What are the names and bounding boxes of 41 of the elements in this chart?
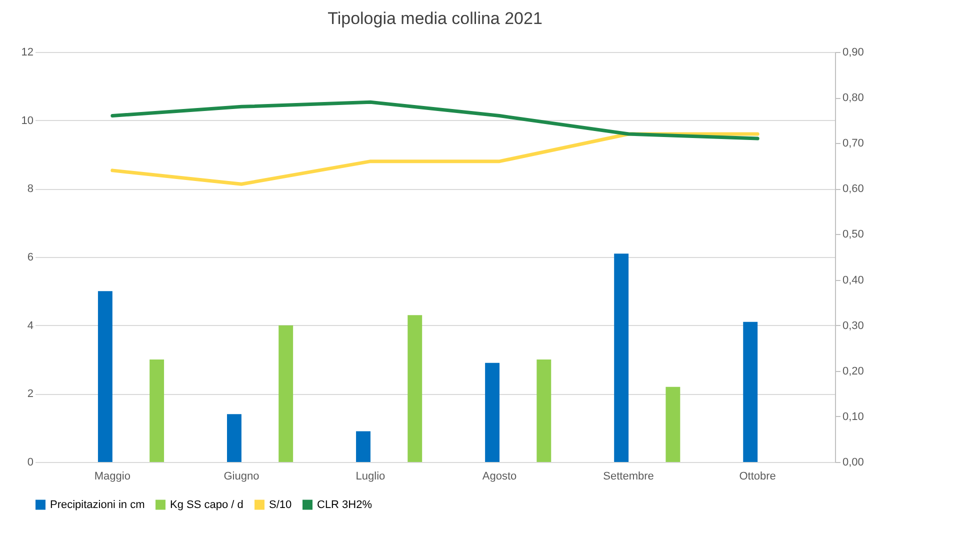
bar xyxy=(666,386,680,462)
y2-tick-label: 0,90 xyxy=(842,46,864,58)
y2-tick-label: 0,10 xyxy=(842,410,864,423)
y-tick-label: 0 xyxy=(27,456,34,468)
x-tick-label: Settembre xyxy=(603,470,654,482)
legend-label: Kg SS capo / d xyxy=(170,498,244,511)
x-tick-label: Agosto xyxy=(482,470,517,482)
y2-tick-label: 0,30 xyxy=(842,320,864,332)
y-tick-label: 12 xyxy=(21,46,34,58)
x-tick-label: Maggio xyxy=(94,470,130,482)
bar xyxy=(356,431,370,462)
bar xyxy=(278,325,294,462)
bar xyxy=(98,291,112,462)
x-tick-label: Luglio xyxy=(356,470,386,482)
chart-title: Tipologia media collina 2021 xyxy=(328,9,542,28)
bar xyxy=(227,414,242,462)
y2-tick-label: 0,20 xyxy=(842,365,864,378)
y-tick-label: 6 xyxy=(27,252,34,264)
legend-label: Precipitazioni in cm xyxy=(50,498,145,511)
legend-label: CLR 3H2% xyxy=(317,498,372,511)
y2-tick-label: 0,50 xyxy=(842,228,864,241)
bar xyxy=(614,254,629,462)
x-tick-label: Ottobre xyxy=(739,470,776,482)
x-tick-label: Giugno xyxy=(224,470,260,482)
y-tick-label: 2 xyxy=(27,388,34,400)
line-series xyxy=(110,100,760,140)
y-tick-label: 10 xyxy=(21,114,34,127)
line-series xyxy=(110,132,760,186)
bar xyxy=(485,362,500,462)
legend-label: S/10 xyxy=(269,498,292,511)
bar xyxy=(536,360,552,462)
bar xyxy=(150,360,164,462)
y-tick-label: 4 xyxy=(27,320,34,332)
y2-tick-label: 0,70 xyxy=(842,138,864,150)
bar xyxy=(408,315,422,462)
y2-tick-label: 0,80 xyxy=(842,92,864,104)
bar xyxy=(743,322,758,462)
y2-tick-label: 0,40 xyxy=(842,274,864,286)
y2-tick-label: 0,60 xyxy=(842,183,864,196)
y2-tick-label: 0,00 xyxy=(842,456,864,468)
y-tick-label: 8 xyxy=(27,183,34,196)
